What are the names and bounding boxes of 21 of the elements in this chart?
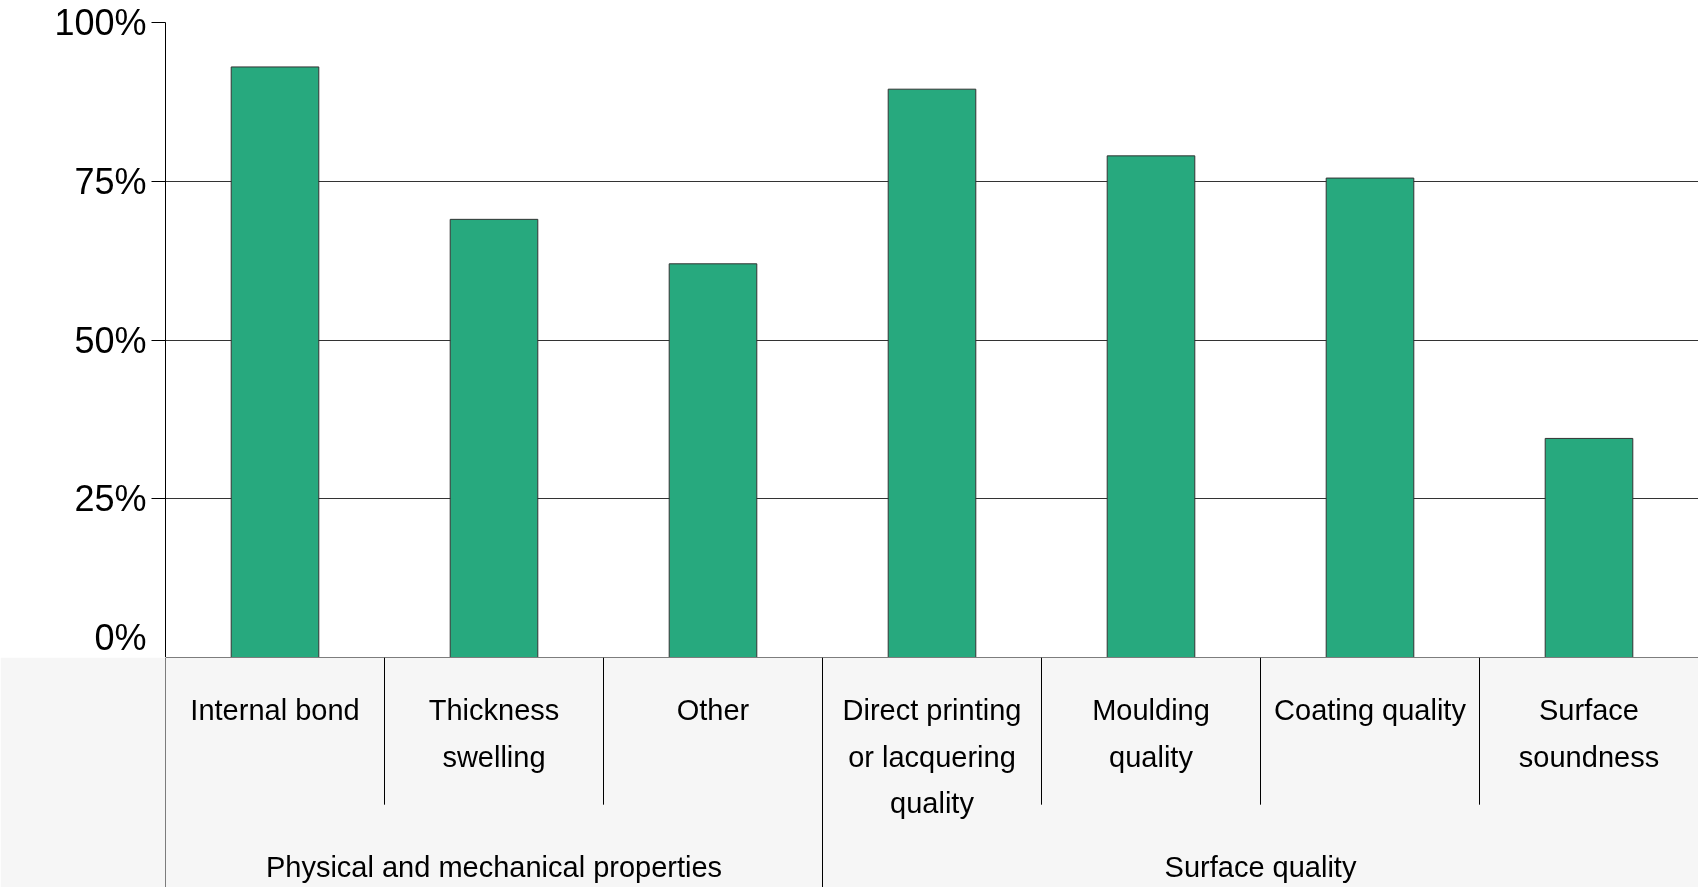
text: Physical and mechanical properties [265,850,723,883]
x-tick-label: Other [676,694,750,727]
bar [668,263,758,657]
x-tick-label: Direct printing or lacquering quality [842,694,1022,820]
x-tick-label: Internal bond [190,694,360,727]
x-tick-label: Surface soundness [1518,694,1660,773]
bar [1106,155,1196,657]
y-tick-label: 50% [74,319,147,361]
x-tick-label: Coating quality [1274,694,1467,727]
bar [230,66,320,657]
x-tick-label: Thickness swelling [428,694,560,773]
bar [449,218,539,657]
text: Surface quality [1164,850,1357,883]
y-tick-label: 100% [54,2,147,43]
x-tick-label: Moulding quality [1092,694,1210,773]
y-tick-label: 25% [74,478,147,520]
y-tick-label: 0% [94,616,147,658]
y-tick-label: 75% [74,160,147,202]
bar [1325,177,1415,657]
bar [1544,437,1634,657]
bar [887,88,977,657]
